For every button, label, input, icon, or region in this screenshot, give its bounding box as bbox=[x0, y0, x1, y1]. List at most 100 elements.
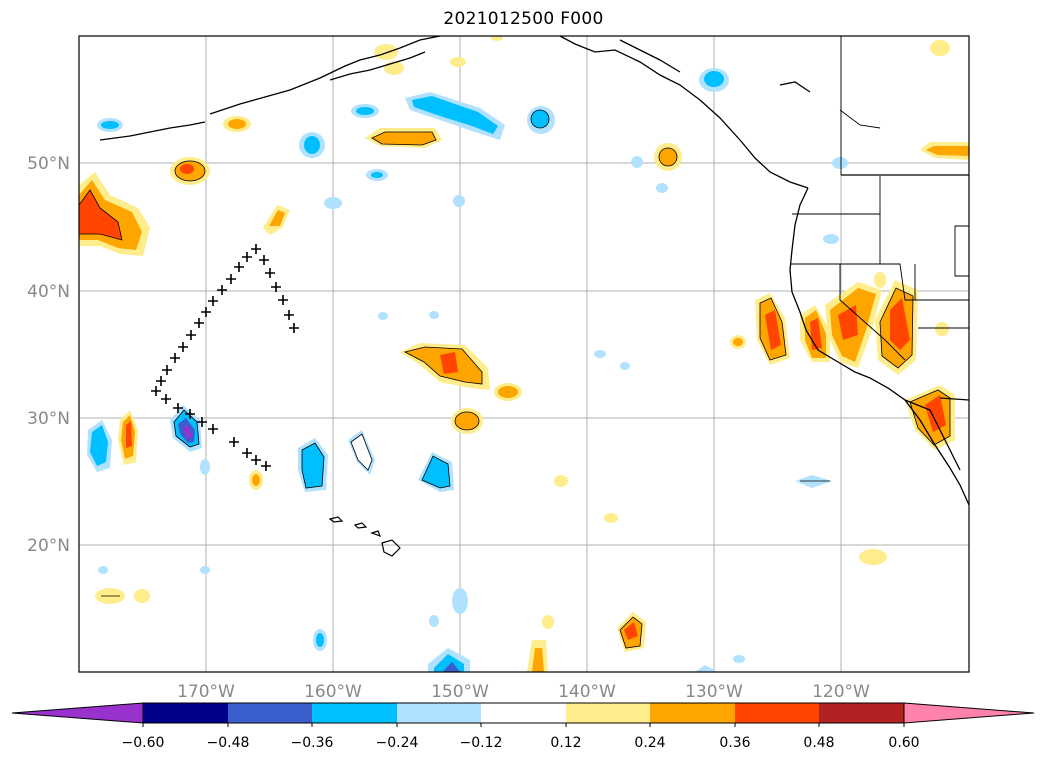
colorbar-tick-label: 0.48 bbox=[803, 735, 834, 751]
positive-anomaly-area bbox=[491, 36, 503, 41]
track-marker bbox=[208, 424, 218, 434]
lat-label-50n: 50°N bbox=[27, 154, 70, 174]
track-marker bbox=[217, 285, 227, 295]
track-marker bbox=[278, 295, 288, 305]
track-marker bbox=[170, 353, 180, 363]
negative-anomaly-area bbox=[631, 156, 643, 168]
colorbar-swatch bbox=[819, 703, 904, 723]
hawaii-islands bbox=[328, 516, 401, 557]
track-marker bbox=[242, 252, 252, 262]
lon-label-130w: 130°W bbox=[685, 682, 743, 702]
track-marker bbox=[229, 437, 239, 447]
positive-anomaly-area bbox=[440, 352, 458, 374]
negative-anomaly-area bbox=[531, 110, 549, 128]
track-marker bbox=[226, 274, 236, 284]
positive-anomaly-area bbox=[498, 386, 518, 398]
lon-label-160w: 160°W bbox=[304, 682, 362, 702]
positive-anomaly-area bbox=[126, 421, 132, 448]
colorbar: −0.60 −0.48 −0.36 −0.24 −0.12 0.12 0.24 0.36 0.4… bbox=[11, 702, 1035, 751]
colorbar-tick-label: 0.60 bbox=[888, 735, 919, 751]
negative-anomaly-area bbox=[200, 459, 210, 475]
lat-label-20n: 20°N bbox=[27, 536, 70, 556]
colorbar-extend-min bbox=[11, 702, 144, 724]
lon-label-170w: 170°W bbox=[177, 682, 235, 702]
longitude-labels: 170°W 160°W 150°W 140°W 130°W 120°W bbox=[177, 682, 870, 702]
negative-anomaly-area bbox=[429, 311, 439, 319]
negative-anomaly-area bbox=[434, 654, 464, 672]
positive-anomaly-area bbox=[79, 190, 122, 240]
negative-anomaly-area bbox=[302, 443, 324, 488]
colorbar-swatch bbox=[312, 703, 397, 723]
positive-anomaly-area bbox=[374, 44, 398, 60]
negative-anomaly-area bbox=[356, 107, 374, 115]
negative-anomaly-area bbox=[823, 234, 839, 244]
positive-anomaly-area bbox=[874, 272, 886, 288]
positive-anomaly-area bbox=[765, 310, 781, 350]
positive-anomaly-area bbox=[935, 322, 949, 336]
colorbar-swatch bbox=[397, 703, 481, 723]
negative-anomaly-area bbox=[453, 195, 465, 207]
track-marker bbox=[284, 310, 294, 320]
colorbar-extend-max bbox=[903, 702, 1035, 724]
track-marker bbox=[161, 394, 171, 404]
positive-anomaly-area bbox=[890, 298, 910, 350]
negative-anomaly-area bbox=[452, 588, 468, 614]
positive-anomaly-area bbox=[554, 475, 568, 487]
negative-anomaly-area bbox=[594, 350, 606, 358]
track-marker bbox=[194, 318, 204, 328]
negative-anomaly-area bbox=[733, 655, 745, 663]
negative-anomaly-area bbox=[656, 183, 668, 193]
colorbar-swatch bbox=[566, 703, 650, 723]
track-marker bbox=[151, 386, 161, 396]
track-marker bbox=[242, 448, 252, 458]
positive-anomaly-area bbox=[180, 164, 194, 174]
negative-anomaly-area bbox=[832, 157, 848, 169]
track-marker bbox=[289, 323, 299, 333]
negative-anomaly-area bbox=[324, 197, 342, 209]
negative-anomaly-area bbox=[316, 633, 324, 647]
positive-anomaly-area bbox=[252, 474, 260, 486]
positive-anomaly-area bbox=[372, 132, 436, 145]
contour-lines bbox=[79, 109, 951, 649]
colorbar-tick-label: −0.12 bbox=[460, 735, 503, 751]
negative-anomaly-area bbox=[444, 662, 460, 672]
positive-anomaly-area bbox=[930, 40, 950, 56]
colorbar-tick-label: 0.36 bbox=[719, 735, 750, 751]
track-marker bbox=[173, 403, 183, 413]
track-marker bbox=[156, 376, 166, 386]
colorbar-tick-label: −0.36 bbox=[291, 735, 334, 751]
negative-anomaly-area bbox=[371, 172, 383, 178]
negative-anomaly-area bbox=[98, 566, 108, 574]
positive-anomaly-area bbox=[532, 648, 544, 672]
colorbar-swatch bbox=[735, 703, 819, 723]
negative-anomaly-area bbox=[200, 566, 210, 574]
coastlines bbox=[99, 36, 969, 506]
negative-anomaly-area bbox=[412, 96, 498, 134]
storm-track bbox=[151, 244, 299, 471]
positive-anomaly-area bbox=[926, 146, 969, 156]
lon-label-150w: 150°W bbox=[431, 682, 489, 702]
negative-anomaly-area bbox=[378, 312, 388, 320]
negative-anomaly-area bbox=[620, 362, 630, 370]
track-marker bbox=[178, 342, 188, 352]
colorbar-tick-label: 0.24 bbox=[634, 735, 665, 751]
negative-anomaly-area bbox=[101, 121, 119, 129]
latitude-labels: 50°N 40°N 30°N 20°N bbox=[27, 154, 70, 556]
lon-label-140w: 140°W bbox=[558, 682, 616, 702]
negative-anomaly-area bbox=[695, 665, 718, 672]
positive-anomaly-area bbox=[624, 622, 638, 640]
track-marker bbox=[162, 365, 172, 375]
plot-title: 2021012500 F000 bbox=[443, 9, 604, 29]
colorbar-swatch bbox=[228, 703, 312, 723]
map-background bbox=[79, 36, 969, 672]
negative-anomaly-area bbox=[183, 425, 192, 440]
colorbar-swatch bbox=[481, 703, 566, 723]
negative-anomaly-area bbox=[429, 615, 439, 627]
positive-anomaly-area bbox=[733, 338, 743, 346]
positive-anomaly-area bbox=[604, 513, 618, 523]
lon-label-120w: 120°W bbox=[812, 682, 870, 702]
negative-anomaly-area bbox=[304, 136, 320, 154]
colorbar-frame bbox=[142, 702, 905, 724]
track-marker bbox=[197, 417, 207, 427]
colorbar-tick-label: −0.48 bbox=[207, 735, 250, 751]
